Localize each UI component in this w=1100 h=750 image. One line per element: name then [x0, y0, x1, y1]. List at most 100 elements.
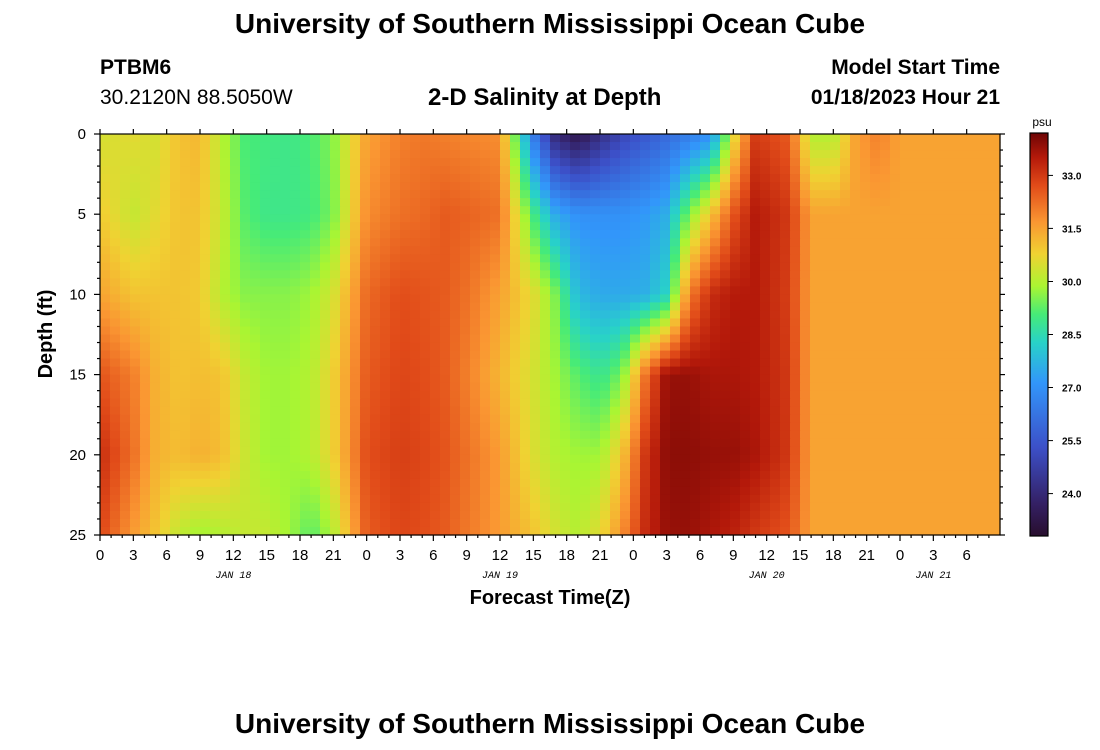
- heatmap-cell: [100, 526, 111, 536]
- heatmap-cell: [100, 510, 111, 520]
- heatmap-cell: [500, 150, 511, 159]
- heatmap-cell: [570, 230, 581, 239]
- heatmap-cell: [820, 470, 831, 480]
- heatmap-cell: [950, 422, 961, 432]
- heatmap-cell: [740, 222, 751, 231]
- heatmap-cell: [130, 494, 141, 504]
- heatmap-cell: [410, 350, 421, 360]
- heatmap-cell: [810, 342, 821, 352]
- heatmap-cell: [380, 134, 391, 143]
- heatmap-cell: [190, 342, 201, 352]
- heatmap-cell: [280, 438, 291, 448]
- heatmap-cell: [890, 462, 901, 472]
- heatmap-cell: [740, 390, 751, 400]
- heatmap-cell: [970, 222, 981, 231]
- heatmap-cell: [960, 510, 971, 520]
- heatmap-cell: [270, 382, 281, 392]
- heatmap-cell: [890, 382, 901, 392]
- heatmap-cell: [790, 374, 801, 384]
- heatmap-cell: [490, 222, 501, 231]
- heatmap-cell: [500, 254, 511, 263]
- heatmap-cell: [830, 150, 841, 159]
- heatmap-cell: [850, 182, 861, 191]
- heatmap-cell: [220, 302, 231, 312]
- heatmap-cell: [420, 206, 431, 215]
- heatmap-cell: [260, 238, 271, 247]
- heatmap-cell: [520, 142, 531, 151]
- heatmap-cell: [670, 222, 681, 231]
- heatmap-cell: [920, 190, 931, 199]
- heatmap-cell: [650, 230, 661, 239]
- heatmap-cell: [670, 438, 681, 448]
- heatmap-cell: [880, 294, 891, 304]
- heatmap-cell: [190, 262, 201, 271]
- heatmap-cell: [960, 358, 971, 368]
- heatmap-cell: [900, 246, 911, 255]
- heatmap-cell: [290, 446, 301, 456]
- heatmap-cell: [270, 518, 281, 528]
- heatmap-cell: [900, 230, 911, 239]
- heatmap-cell: [720, 446, 731, 456]
- heatmap-cell: [350, 366, 361, 376]
- heatmap-cell: [450, 462, 461, 472]
- heatmap-cell: [650, 310, 661, 320]
- heatmap-cell: [580, 310, 591, 320]
- heatmap-cell: [250, 262, 261, 271]
- heatmap-cell: [750, 190, 761, 199]
- heatmap-cell: [710, 238, 721, 247]
- heatmap-cell: [440, 318, 451, 328]
- heatmap-cell: [230, 174, 241, 183]
- heatmap-cell: [410, 406, 421, 416]
- heatmap-cell: [380, 318, 391, 328]
- heatmap-cell: [440, 366, 451, 376]
- heatmap-cell: [640, 438, 651, 448]
- heatmap-cell: [730, 134, 741, 143]
- heatmap-cell: [530, 366, 541, 376]
- heatmap-cell: [570, 166, 581, 175]
- heatmap-cell: [770, 494, 781, 504]
- heatmap-cell: [540, 326, 551, 336]
- heatmap-cell: [620, 414, 631, 424]
- heatmap-cell: [140, 302, 151, 312]
- heatmap-cell: [800, 518, 811, 528]
- heatmap-cell: [820, 358, 831, 368]
- heatmap-cell: [160, 334, 171, 344]
- heatmap-cell: [300, 526, 311, 536]
- heatmap-cell: [890, 478, 901, 488]
- heatmap-cell: [900, 470, 911, 480]
- heatmap-cell: [450, 334, 461, 344]
- heatmap-cell: [140, 182, 151, 191]
- heatmap-cell: [370, 182, 381, 191]
- heatmap-cell: [490, 446, 501, 456]
- heatmap-cell: [820, 342, 831, 352]
- heatmap-cell: [580, 198, 591, 207]
- heatmap-cell: [640, 494, 651, 504]
- heatmap-cell: [790, 294, 801, 304]
- heatmap-cell: [860, 342, 871, 352]
- heatmap-cell: [760, 398, 771, 408]
- heatmap-cell: [620, 502, 631, 512]
- heatmap-cell: [930, 262, 941, 271]
- colorbar-tick-label: 33.0: [1062, 171, 1082, 182]
- heatmap-cell: [630, 358, 641, 368]
- heatmap-cell: [230, 502, 241, 512]
- heatmap-cell: [660, 198, 671, 207]
- heatmap-cell: [490, 518, 501, 528]
- heatmap-cell: [210, 254, 221, 263]
- heatmap-cell: [200, 286, 211, 295]
- heatmap-cell: [320, 254, 331, 263]
- heatmap-cell: [960, 406, 971, 416]
- heatmap-cell: [650, 502, 661, 512]
- heatmap-cell: [770, 382, 781, 392]
- heatmap-cell: [270, 166, 281, 175]
- heatmap-cell: [650, 454, 661, 464]
- heatmap-cell: [480, 390, 491, 400]
- heatmap-cell: [460, 390, 471, 400]
- heatmap-cell: [720, 286, 731, 295]
- heatmap-cell: [140, 462, 151, 472]
- heatmap-cell: [350, 158, 361, 167]
- heatmap-cell: [310, 502, 321, 512]
- heatmap-cell: [330, 262, 341, 271]
- heatmap-cell: [920, 262, 931, 271]
- heatmap-cell: [310, 510, 321, 520]
